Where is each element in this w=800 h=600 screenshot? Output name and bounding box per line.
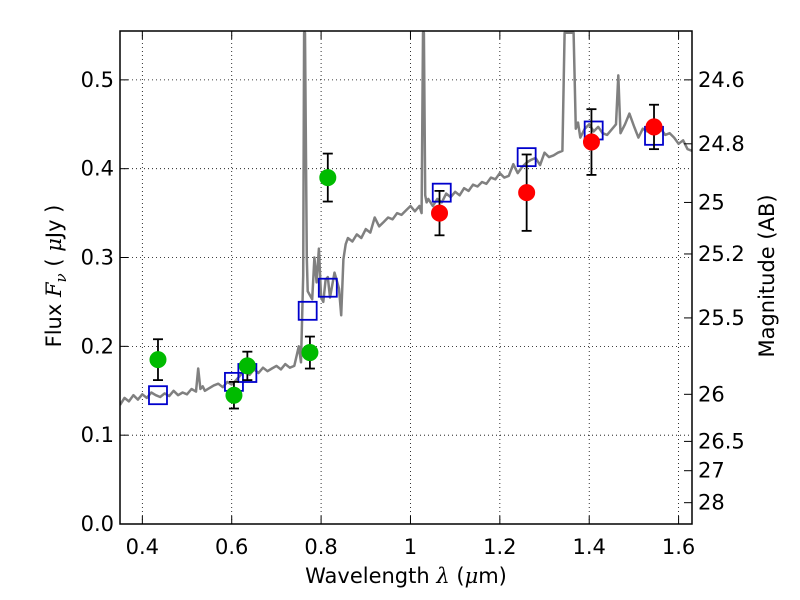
data-point: [431, 204, 449, 222]
mag-tick-label: 26: [698, 382, 725, 406]
data-point: [149, 351, 167, 369]
x-tick-label: 0.6: [215, 535, 248, 559]
mag-tick-label: 28: [698, 491, 725, 515]
model-photometry-square: [431, 182, 452, 203]
data-point: [518, 184, 536, 202]
mag-tick-label: 25: [698, 190, 725, 214]
mag-tick-label: 25.5: [698, 306, 745, 330]
x-tick-label: 1.2: [483, 535, 516, 559]
model-photometry-series: [148, 120, 664, 406]
plot-frame: [119, 30, 693, 525]
data-point: [319, 169, 337, 187]
y-tick-label: 0.1: [81, 423, 114, 447]
model-photometry-square: [148, 385, 168, 406]
mag-tick-label: 27: [698, 459, 725, 483]
mag-tick-label: 26.5: [698, 429, 745, 453]
mag-tick-label: 25.2: [698, 242, 745, 266]
mag-tick-label: 24.6: [698, 68, 745, 92]
observed-points-series: [149, 103, 663, 410]
y-tick-label: 0.4: [81, 157, 114, 181]
data-point: [301, 344, 319, 362]
y-tick-label: 0.5: [81, 68, 114, 92]
spectrum-series: [120, 31, 692, 406]
y-tick-label: 0.0: [81, 512, 114, 536]
right-axis-title: Magnitude (AB): [755, 194, 779, 357]
data-point: [238, 357, 256, 375]
model-photometry-square: [317, 277, 338, 298]
gridlines: [120, 31, 692, 525]
y-tick-label: 0.2: [81, 334, 114, 358]
spectrum-line: [120, 31, 692, 406]
x-axis-title: Wavelength λ (μm): [305, 564, 507, 588]
x-tick-label: 1: [404, 535, 417, 559]
x-tick-label: 1.4: [573, 535, 606, 559]
x-tick-label: 1.6: [662, 535, 695, 559]
data-point: [582, 133, 600, 151]
data-point: [645, 118, 663, 136]
x-tick-label: 0.8: [304, 535, 337, 559]
axis-ticks: 0.4 0.6 0.8 1 1.2 1.4 1.6 0.0 0.1 0.2 0.3 0.4 0.5 24.…: [81, 31, 745, 559]
x-tick-label: 0.4: [126, 535, 159, 559]
y-tick-label: 0.3: [81, 246, 114, 270]
model-photometry-square: [297, 300, 318, 321]
mag-tick-label: 24.8: [698, 132, 745, 156]
y-axis-title: Flux Fν ( μJy ): [42, 205, 70, 348]
data-point: [225, 386, 243, 404]
